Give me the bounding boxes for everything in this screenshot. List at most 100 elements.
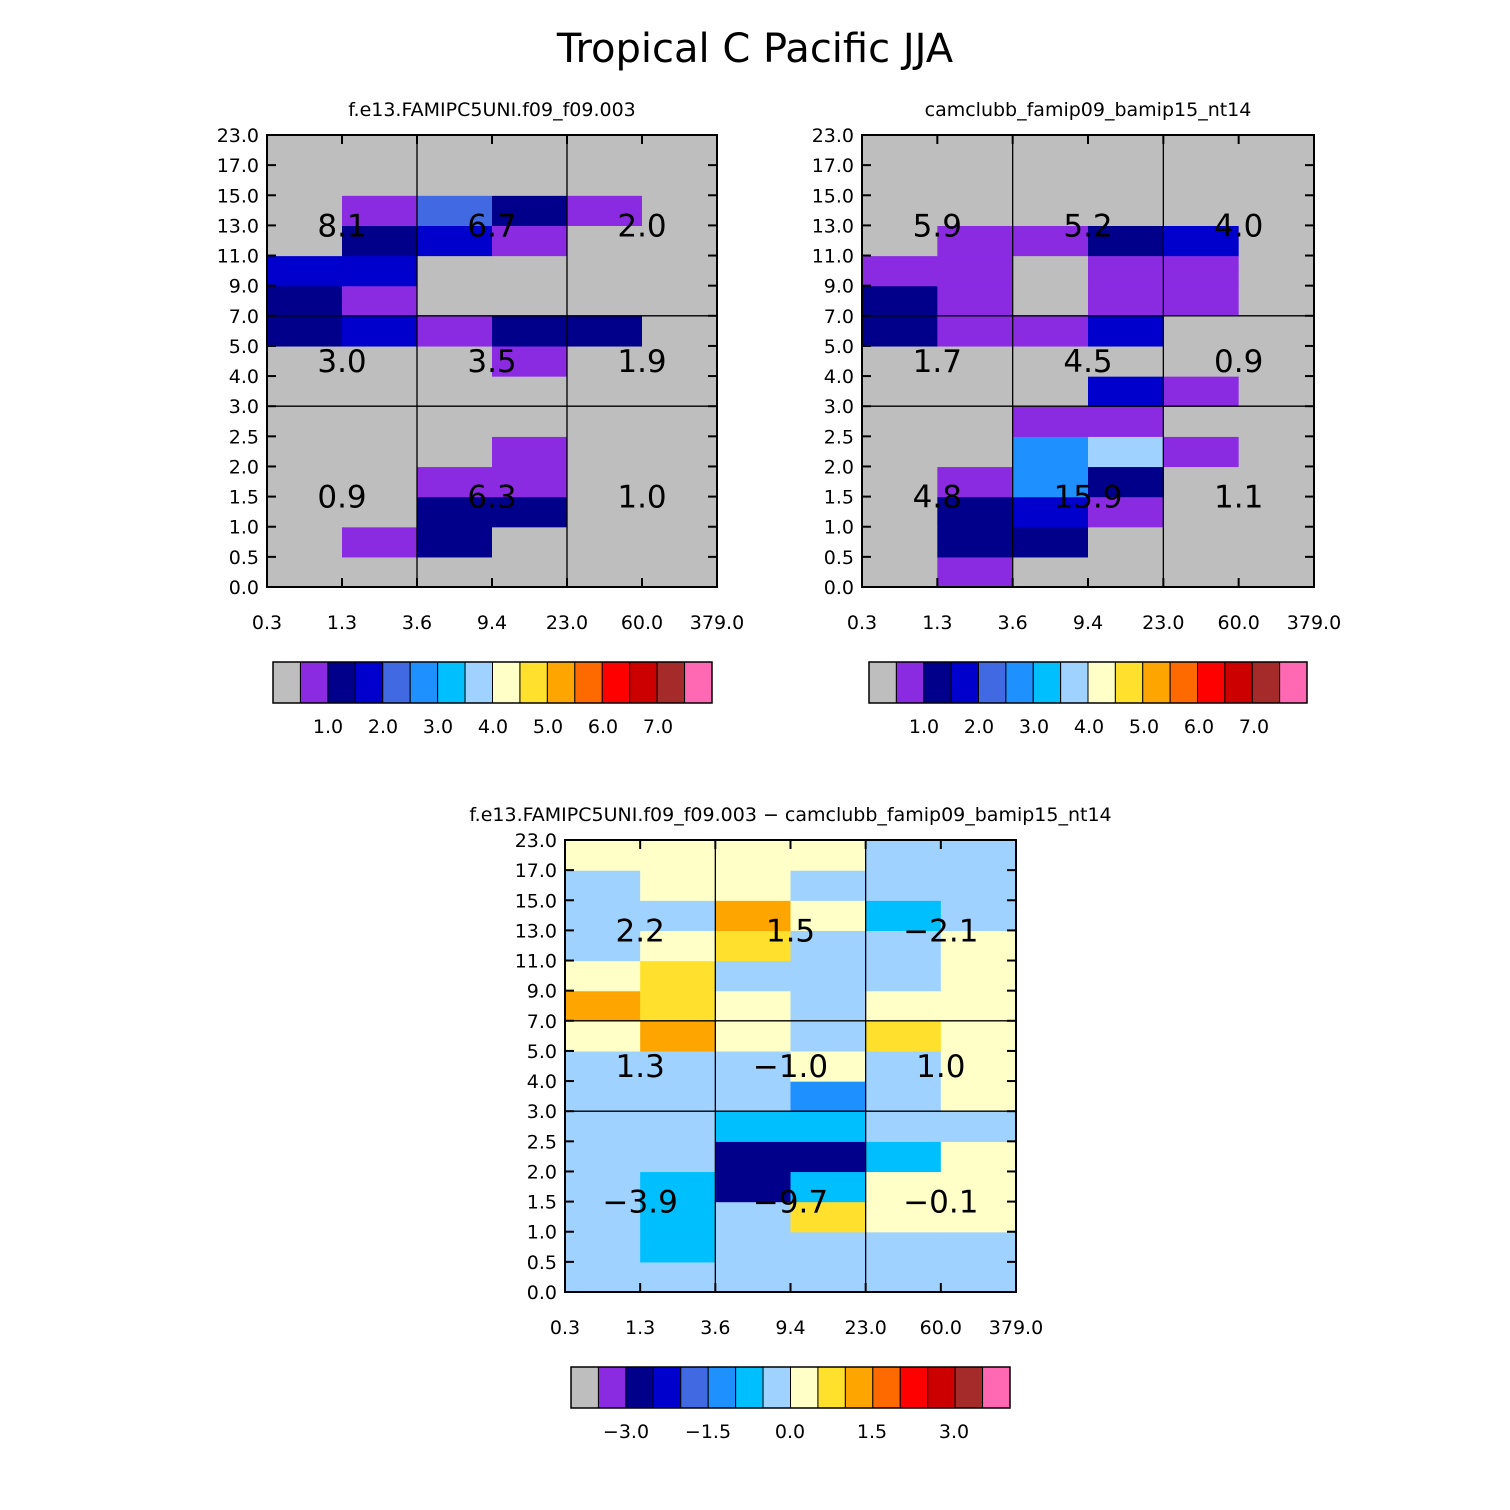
heatmap-cells: [862, 135, 1315, 588]
y-tick-label: 1.0: [824, 517, 854, 539]
heatmap-cell: [640, 1201, 716, 1233]
heatmap-cell: [565, 1201, 641, 1233]
x-tick-label: 1.3: [625, 1317, 655, 1339]
colorbar-swatch: [868, 661, 897, 704]
region-value-label: 15.9: [1053, 480, 1122, 516]
y-tick-label: 7.0: [229, 306, 259, 328]
heatmap-cell: [940, 900, 1017, 931]
region-value-label: 0.9: [1214, 344, 1263, 380]
heatmap-cell: [865, 1111, 942, 1142]
figure-title: Tropical C Pacific JJA: [556, 26, 954, 72]
region-dividers: [267, 135, 717, 587]
colorbar: −3.0 −1.5 0.0 1.5 3.0: [570, 1366, 1011, 1443]
heatmap-cell: [1238, 315, 1315, 347]
colorbar-swatch: [629, 661, 658, 704]
heatmap-cell: [715, 930, 792, 962]
x-tick-label: 23.0: [1142, 612, 1184, 634]
colorbar-label: 3.0: [423, 716, 453, 738]
heatmap-cell: [417, 526, 493, 558]
colorbar-label: 5.0: [1129, 716, 1159, 738]
x-tick-label: 0.3: [847, 612, 877, 634]
heatmap-cell: [865, 1231, 942, 1263]
region-value-label: 1.0: [617, 480, 666, 516]
heatmap-cell: [862, 285, 938, 317]
colorbar-swatch: [923, 661, 952, 704]
heatmap-cell: [492, 315, 568, 347]
heatmap-cell: [567, 406, 643, 437]
y-tick-label: 0.0: [527, 1282, 557, 1304]
heatmap-cell: [342, 436, 418, 468]
heatmap-cells: [565, 840, 1017, 1293]
region-value-label: −0.1: [903, 1185, 978, 1221]
heatmap-cell: [862, 315, 938, 347]
heatmap-cell: [790, 990, 867, 1022]
heatmap-cell: [862, 496, 938, 528]
heatmap-cell: [937, 255, 1014, 287]
colorbar-label: 1.0: [909, 716, 939, 738]
y-tick-label: 3.0: [824, 396, 854, 418]
colorbar-label: 6.0: [588, 716, 618, 738]
colorbar-swatch: [680, 1366, 709, 1409]
heatmap-cell: [567, 345, 643, 377]
y-tick-label: 15.0: [812, 185, 854, 207]
heatmap-cell: [417, 466, 493, 498]
heatmap-cell: [565, 1050, 641, 1082]
heatmap-cell: [715, 1201, 792, 1233]
heatmap-cell: [640, 960, 716, 992]
heatmap-cell: [1163, 345, 1240, 377]
heatmap-cell: [567, 285, 643, 317]
heatmap-cell: [937, 436, 1014, 468]
y-tick-label: 13.0: [217, 215, 259, 237]
heatmap-cell: [342, 285, 418, 317]
region-value-label: 0.9: [317, 480, 366, 516]
heatmap-cell: [417, 436, 493, 468]
region-value-label: −2.1: [903, 913, 978, 949]
heatmap-cell: [1088, 315, 1164, 347]
heatmap-cell: [862, 165, 938, 196]
heatmap-cell: [642, 285, 718, 317]
heatmap-cell: [1088, 376, 1164, 407]
heatmap-cell: [492, 436, 568, 468]
heatmap-cell: [342, 225, 418, 257]
heatmap-cell: [862, 225, 938, 257]
y-tick-label: 0.5: [229, 547, 259, 569]
colorbar-swatch: [1251, 661, 1281, 704]
heatmap-cell: [1012, 225, 1089, 257]
heatmap-cell: [342, 195, 418, 226]
region-value-label: 4.0: [1214, 208, 1263, 244]
region-value-label: 6.7: [467, 208, 516, 244]
heatmap-cell: [567, 135, 643, 166]
heatmap-cell: [642, 406, 718, 437]
colorbar-swatch: [1279, 661, 1308, 704]
heatmap-cell: [1012, 315, 1089, 347]
panel-diff: f.e13.FAMIPC5UNI.f09_f09.003 − camclubb_…: [469, 804, 1111, 1443]
colorbar-swatch: [735, 1366, 764, 1409]
colorbar-swatch: [546, 661, 576, 704]
heatmap-cells: [267, 135, 718, 588]
heatmap-cell: [1238, 376, 1315, 407]
heatmap-cell: [565, 1111, 641, 1142]
heatmap-cell: [1088, 466, 1164, 498]
panel-title: camclubb_famip09_bamip15_nt14: [925, 99, 1252, 121]
colorbar-swatch: [844, 1366, 874, 1409]
region-value-label: 1.9: [617, 344, 666, 380]
heatmap-cell: [492, 496, 568, 528]
y-tick-label: 1.5: [229, 487, 259, 509]
heatmap-cell: [865, 960, 942, 992]
heatmap-cell: [1238, 195, 1315, 226]
heatmap-cell: [1163, 225, 1240, 257]
y-tick-label: 0.0: [229, 577, 259, 599]
heatmap-cell: [790, 1141, 867, 1173]
y-tick-label: 3.0: [527, 1101, 557, 1123]
region-value-label: 3.0: [317, 344, 366, 380]
colorbar-swatch: [656, 661, 686, 704]
heatmap-cell: [940, 960, 1017, 992]
colorbar-swatch: [1114, 661, 1144, 704]
x-tick-label: 23.0: [845, 1317, 887, 1339]
colorbar-swatch: [382, 661, 411, 704]
colorbar-swatch: [1032, 661, 1062, 704]
heatmap-cell: [715, 1171, 792, 1203]
y-tick-label: 4.0: [229, 366, 259, 388]
heatmap-cell: [1012, 165, 1089, 196]
heatmap-cell: [1012, 526, 1089, 558]
